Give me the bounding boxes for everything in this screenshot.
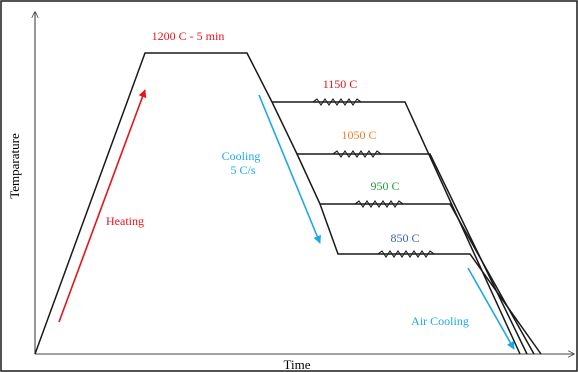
step-branch-1150 (272, 101, 521, 355)
cooling-label-line2: 5 C/s (230, 163, 255, 177)
step-label-850: 850 C (390, 231, 419, 245)
heating-hold-profile (34, 52, 273, 355)
step-branch-1050 (271, 101, 528, 355)
heating-label: Heating (106, 214, 144, 228)
hold-zigzag-1050 (332, 150, 382, 158)
step-label-1050: 1050 C (341, 128, 376, 142)
step-label-1150: 1150 C (323, 77, 358, 91)
hold-zigzag-850 (377, 250, 435, 258)
hold-zigzag-950 (354, 200, 404, 208)
x-axis-label: Time (284, 357, 311, 372)
air-cooling-label: Air Cooling (411, 314, 469, 328)
step-branch-850 (319, 203, 542, 355)
air-cooling-arrow (467, 267, 515, 350)
cooling-label-line1: Cooling (222, 149, 261, 163)
hold-zigzag-1150 (312, 98, 362, 106)
heating-arrow (58, 89, 147, 323)
cooling-arrow (258, 94, 321, 244)
y-axis-label: Temparature (7, 133, 22, 199)
step-label-950: 950 C (370, 179, 399, 193)
hold-label: 1200 C - 5 min (152, 29, 225, 43)
